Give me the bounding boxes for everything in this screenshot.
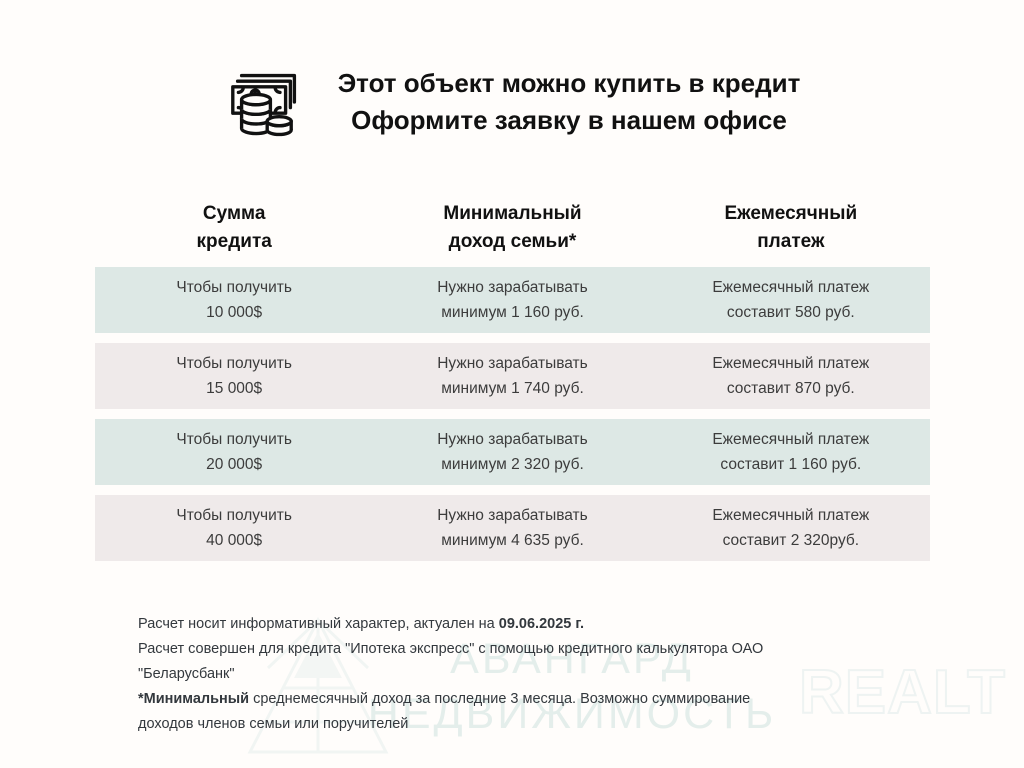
column-header-minimum-income: Минимальный доход семьи* [443,203,582,252]
cell-minimum-income: Нужно зарабатывать минимум 2 320 руб. [437,430,588,473]
footnote-line-income-note: *Минимальный среднемесячный доход за пос… [138,687,928,712]
header: Этот объект можно купить в кредит Оформи… [0,62,1024,142]
footnote-income-note-marker: *Минимальный [138,690,250,707]
table-row: Чтобы получить 40 000$ Нужно зарабатыват… [95,495,930,561]
footnote-line-source: Расчет совершен для кредита "Ипотека экс… [138,640,764,657]
cell-minimum-income: Нужно зарабатывать минимум 1 740 руб. [437,354,588,397]
footnote-line-bank: "Беларусбанк" [138,665,235,682]
cell-loan-amount: Чтобы получить 20 000$ [176,430,292,473]
footnote-line-validity: Расчет носит информативный характер, акт… [138,612,928,637]
footnote: Расчет носит информативный характер, акт… [138,612,928,737]
footnote-validity-prefix: Расчет носит информативный характер, акт… [138,616,499,632]
cell-loan-amount: Чтобы получить 40 000$ [176,506,292,549]
title-line-1: Этот объект можно купить в кредит [337,68,801,99]
table-row: Чтобы получить 15 000$ Нужно зарабатыват… [95,343,930,409]
footnote-validity-date: 09.06.2025 г. [498,616,584,632]
cell-minimum-income: Нужно зарабатывать минимум 1 160 руб. [437,278,588,321]
table-column-headers: Сумма кредита Минимальный доход семьи* Е… [95,200,930,255]
column-header-loan-amount: Сумма кредита [196,203,272,252]
cell-minimum-income: Нужно зарабатывать минимум 4 635 руб. [437,506,588,549]
table-row: Чтобы получить 20 000$ Нужно зарабатыват… [95,419,930,485]
page-title: Этот объект можно купить в кредит Оформи… [338,65,801,139]
column-header-monthly-payment: Ежемесячный платеж [724,203,858,252]
money-banknotes-coins-icon [230,73,296,137]
footnote-line-income-note-cont: доходов членов семьи или поручителей [138,715,409,732]
title-line-2: Оформите заявку в нашем офисе [351,105,787,135]
cell-loan-amount: Чтобы получить 15 000$ [176,354,292,397]
cell-monthly-payment: Ежемесячный платеж составит 2 320руб. [712,506,870,549]
table-row: Чтобы получить 10 000$ Нужно зарабатыват… [95,267,930,333]
cell-loan-amount: Чтобы получить 10 000$ [176,278,292,321]
cell-monthly-payment: Ежемесячный платеж составит 1 160 руб. [712,430,870,473]
cell-monthly-payment: Ежемесячный платеж составит 580 руб. [712,278,870,321]
cell-monthly-payment: Ежемесячный платеж составит 870 руб. [712,354,870,397]
footnote-income-note-text: среднемесячный доход за последние 3 меся… [249,690,751,707]
credit-table: Чтобы получить 10 000$ Нужно зарабатыват… [95,267,930,571]
